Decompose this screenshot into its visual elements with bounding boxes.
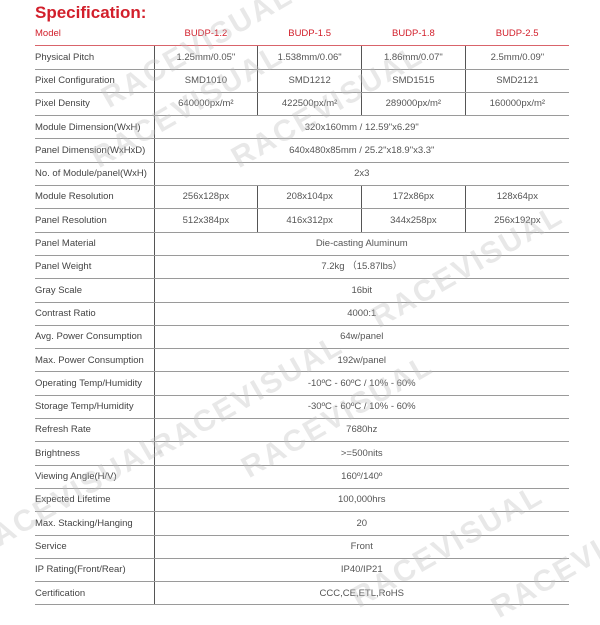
row-value: 256x192px: [464, 208, 569, 233]
row-value: 160000px/m²: [464, 92, 569, 117]
row-label: Panel Material: [35, 232, 155, 256]
row-value: 2x3: [154, 162, 569, 187]
model-header: BUDP-1.8: [361, 23, 466, 47]
row-label: Panel Dimension(WxHxD): [35, 138, 155, 163]
row-value: 1.538mm/0.06": [257, 45, 362, 70]
row-label: Physical Pitch: [35, 45, 155, 70]
row-value: 640x480x85mm / 25.2"x18.9"x3.3": [154, 138, 569, 163]
table-row: Operating Temp/Humidity -10ºC - 60ºC / 10…: [35, 371, 569, 396]
table-row: Panel Dimension(WxHxD) 640x480x85mm / 25.…: [35, 138, 569, 163]
row-value: SMD1212: [257, 69, 362, 93]
model-header: BUDP-2.5: [465, 23, 569, 47]
row-value: SMD1515: [361, 69, 466, 93]
row-value: 7.2kg （15.87lbs）: [154, 255, 569, 280]
table-row: Expected Lifetime 100,000hrs: [35, 488, 569, 513]
table-row: Certification CCC,CE,ETL,RoHS: [35, 581, 569, 606]
table-row: Physical Pitch 1.25mm/0.05" 1.538mm/0.06" 1…: [35, 45, 569, 70]
row-value: 64w/panel: [154, 325, 569, 350]
table-row: Contrast Ratio 4000:1: [35, 302, 569, 326]
model-header: BUDP-1.5: [257, 23, 362, 47]
row-label: Module Dimension(WxH): [35, 115, 155, 140]
header-row: Model BUDP-1.2 BUDP-1.5 BUDP-1.8 BUDP-2.…: [35, 23, 569, 47]
spec-table: Model BUDP-1.2 BUDP-1.5 BUDP-1.8 BUDP-2.…: [35, 23, 569, 606]
header-label: Model: [35, 23, 154, 47]
row-label: Pixel Density: [35, 92, 155, 117]
table-row: Max. Power Consumption 192w/panel: [35, 348, 569, 373]
row-value: >=500nits: [154, 441, 569, 466]
row-value: 320x160mm / 12.59"x6.29": [154, 115, 569, 140]
row-label: Avg. Power Consumption: [35, 325, 155, 350]
row-value: 2.5mm/0.09": [464, 45, 569, 70]
row-label: Gray Scale: [35, 278, 155, 303]
row-label: Panel Resolution: [35, 208, 155, 233]
row-value: 1.86mm/0.07": [361, 45, 466, 70]
row-label: Expected Lifetime: [35, 488, 155, 513]
row-value: 100,000hrs: [154, 488, 569, 513]
table-row: Pixel Density 640000px/m² 422500px/m² 28900…: [35, 92, 569, 117]
row-value: 128x64px: [464, 185, 569, 210]
row-value: Front: [154, 535, 569, 559]
row-value: 160º/140º: [154, 465, 569, 489]
model-header: BUDP-1.2: [154, 23, 258, 47]
row-label: Service: [35, 535, 155, 559]
row-label: Operating Temp/Humidity: [35, 371, 155, 396]
row-label: Brightness: [35, 441, 155, 466]
row-label: Max. Power Consumption: [35, 348, 155, 373]
row-label: Pixel Configuration: [35, 69, 155, 93]
row-value: 422500px/m²: [257, 92, 362, 117]
row-value: IP40/IP21: [154, 558, 569, 583]
row-label: Module Resolution: [35, 185, 155, 210]
table-row: Viewing Angle(H/V) 160º/140º: [35, 465, 569, 489]
row-label: Storage Temp/Humidity: [35, 395, 155, 420]
table-row: Module Resolution 256x128px 208x104px 172x8…: [35, 185, 569, 210]
table-row: Panel Resolution 512x384px 416x312px 344x25…: [35, 208, 569, 233]
row-value: 512x384px: [154, 208, 258, 233]
row-value: 4000:1: [154, 302, 569, 326]
row-label: No. of Module/panel(WxH): [35, 162, 155, 187]
row-label: IP Rating(Front/Rear): [35, 558, 155, 583]
row-label: Contrast Ratio: [35, 302, 155, 326]
row-value: 20: [154, 511, 569, 536]
table-row: IP Rating(Front/Rear) IP40/IP21: [35, 558, 569, 583]
row-value: SMD2121: [464, 69, 569, 93]
table-row: Brightness >=500nits: [35, 441, 569, 466]
row-label: Certification: [35, 581, 155, 606]
row-value: 208x104px: [257, 185, 362, 210]
row-value: 192w/panel: [154, 348, 569, 373]
row-label: Viewing Angle(H/V): [35, 465, 155, 489]
row-label: Max. Stacking/Hanging: [35, 511, 155, 536]
row-value: 1.25mm/0.05": [154, 45, 258, 70]
table-row: Pixel Configuration SMD1010 SMD1212 SMD1515…: [35, 69, 569, 93]
table-row: Gray Scale 16bit: [35, 278, 569, 303]
table-row: Avg. Power Consumption 64w/panel: [35, 325, 569, 350]
row-value: -30ºC - 60ºC / 10% - 60%: [154, 395, 569, 420]
row-value: -10ºC - 60ºC / 10% - 60%: [154, 371, 569, 396]
table-row: Module Dimension(WxH) 320x160mm / 12.59"x…: [35, 115, 569, 140]
row-value: 289000px/m²: [361, 92, 466, 117]
table-row: Refresh Rate 7680hz: [35, 418, 569, 443]
row-value: 7680hz: [154, 418, 569, 443]
row-value: 344x258px: [361, 208, 466, 233]
table-row: Service Front: [35, 535, 569, 559]
row-value: Die-casting Aluminum: [154, 232, 569, 256]
row-label: Refresh Rate: [35, 418, 155, 443]
table-row: No. of Module/panel(WxH) 2x3: [35, 162, 569, 187]
row-label: Panel Weight: [35, 255, 155, 280]
table-row: Panel Material Die-casting Aluminum: [35, 232, 569, 256]
row-value: 16bit: [154, 278, 569, 303]
page-title: Specification:: [35, 3, 147, 22]
row-value: 416x312px: [257, 208, 362, 233]
row-value: SMD1010: [154, 69, 258, 93]
table-row: Max. Stacking/Hanging 20: [35, 511, 569, 536]
row-value: 172x86px: [361, 185, 466, 210]
row-value: 256x128px: [154, 185, 258, 210]
row-value: CCC,CE,ETL,RoHS: [154, 581, 569, 606]
table-row: Panel Weight 7.2kg （15.87lbs）: [35, 255, 569, 280]
table-row: Storage Temp/Humidity -30ºC - 60ºC / 10% …: [35, 395, 569, 420]
row-value: 640000px/m²: [154, 92, 258, 117]
